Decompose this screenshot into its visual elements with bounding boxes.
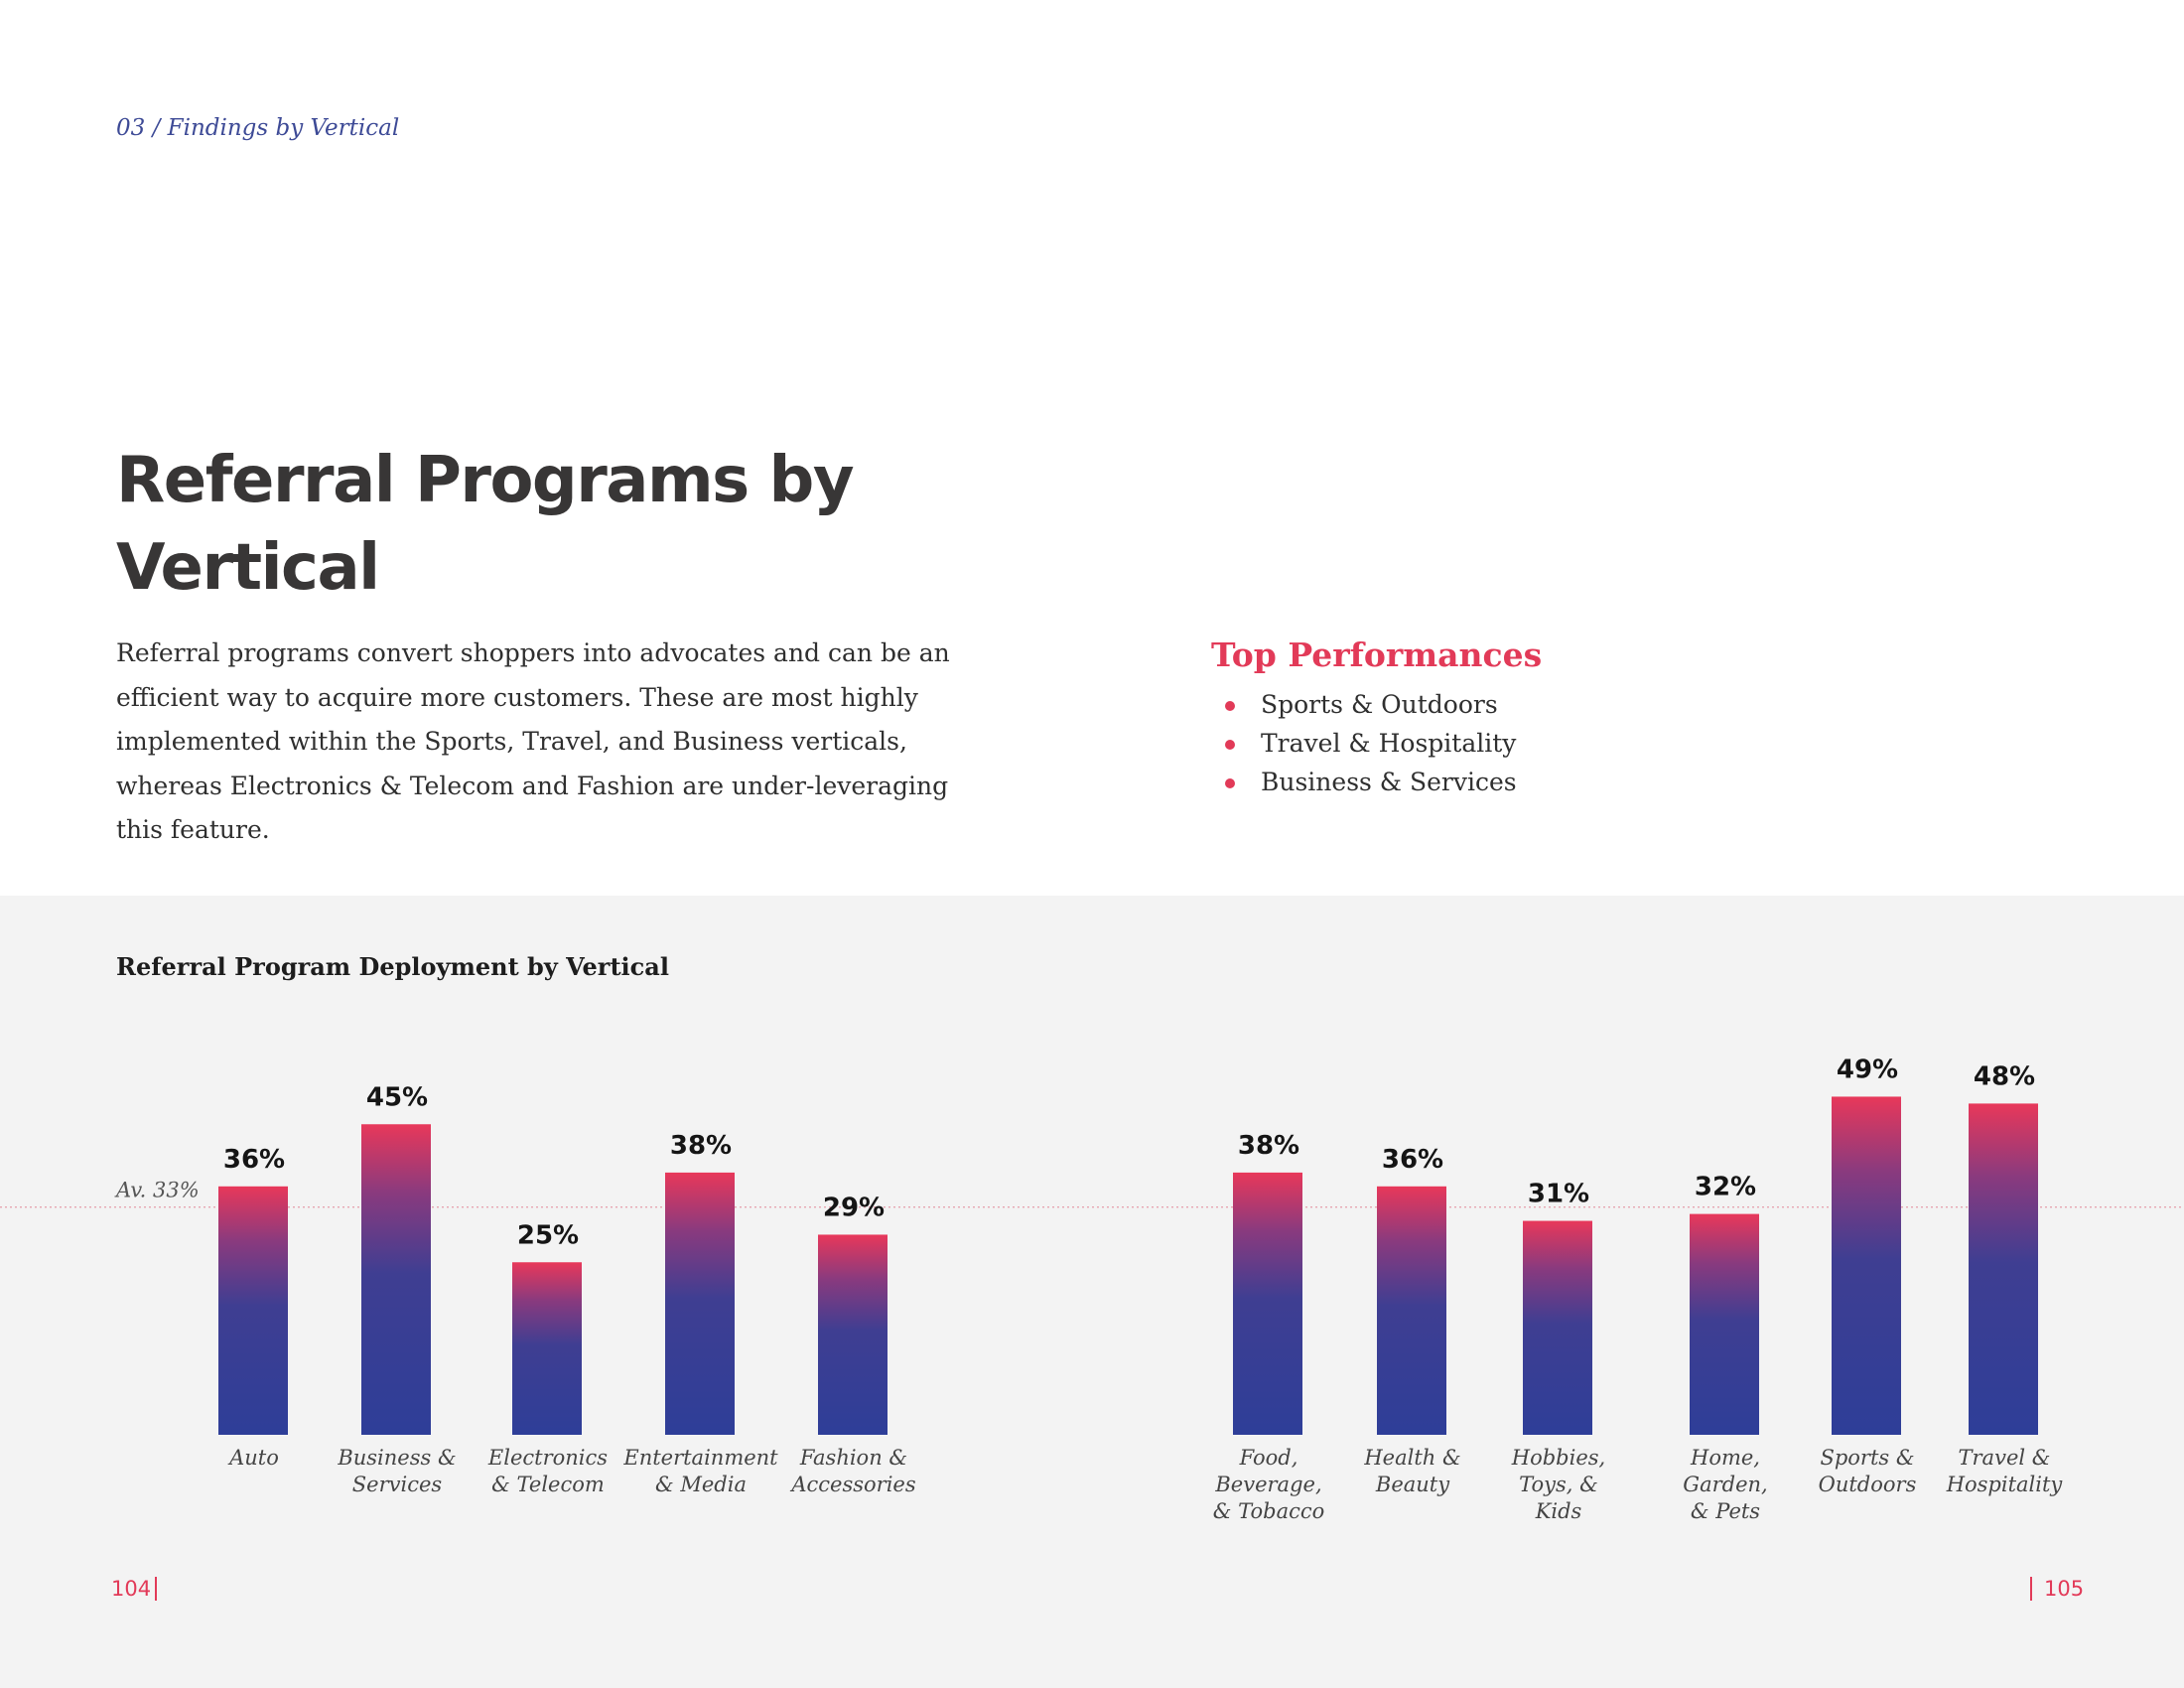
top-performance-label: Travel & Hospitality <box>1261 729 1517 758</box>
category-label: Food, <box>1239 1446 1298 1470</box>
chart-content: Av. 33% 36% Auto 45% Business & Services 25% El… <box>0 1055 2184 1523</box>
bar <box>1377 1186 1446 1435</box>
category-label: Auto <box>227 1446 279 1470</box>
page-title-line-2: Vertical <box>116 531 380 605</box>
bar-value-label: 25% <box>517 1220 579 1250</box>
bar <box>361 1124 431 1435</box>
bullet-icon <box>1225 778 1235 788</box>
top-performance-label: Sports & Outdoors <box>1261 690 1498 719</box>
bar <box>512 1262 582 1435</box>
category-label: Hospitality <box>1946 1473 2064 1496</box>
top-performance-item: Sports & Outdoors <box>1223 685 1517 724</box>
category-label: Services <box>352 1473 443 1496</box>
category-label: Home, <box>1690 1446 1760 1470</box>
footer-divider-right <box>2030 1577 2032 1601</box>
page-number-right: 105 <box>2044 1577 2085 1601</box>
category-label: Health & <box>1363 1446 1460 1470</box>
bar-value-label: 38% <box>670 1131 732 1161</box>
category-label: Outdoors <box>1819 1473 1917 1496</box>
page-number-left: 104 <box>111 1577 152 1601</box>
bar-chart: Av. 33% 36% Auto 45% Business & Services 25% El… <box>0 1055 2184 1523</box>
intro-paragraph: Referral programs convert shoppers into … <box>116 638 950 844</box>
category-label: & Telecom <box>491 1473 605 1496</box>
bar-value-label: 31% <box>1528 1180 1589 1209</box>
category-label: Kids <box>1535 1499 1582 1523</box>
category-label: & Tobacco <box>1213 1499 1325 1523</box>
bar-value-label: 29% <box>823 1193 885 1222</box>
bar-value-label: 32% <box>1695 1173 1756 1202</box>
category-label: Business & <box>337 1446 456 1470</box>
bar-value-label: 49% <box>1837 1055 1898 1084</box>
bar <box>1523 1220 1592 1435</box>
bar-value-label: 36% <box>223 1145 285 1175</box>
category-label: Beverage, <box>1214 1473 1321 1496</box>
category-label: Sports & <box>1820 1446 1914 1470</box>
bar-value-label: 36% <box>1382 1145 1443 1175</box>
page-title-line-1: Referral Programs by <box>116 444 855 517</box>
chart-panel: Referral Program Deployment by Vertical … <box>0 896 2184 1688</box>
top-performances-heading: Top Performances <box>1211 635 1543 674</box>
bar <box>818 1234 887 1435</box>
category-label: & Media <box>655 1473 747 1496</box>
top-performances-list: Sports & Outdoors Travel & Hospitality B… <box>1223 685 1517 801</box>
bar <box>1690 1213 1759 1435</box>
category-label: Fashion & <box>799 1446 907 1470</box>
bar <box>1832 1096 1901 1435</box>
category-label: Accessories <box>789 1473 915 1496</box>
page-title: Referral Programs by Vertical <box>116 437 910 612</box>
bar-value-label: 48% <box>1974 1061 2035 1091</box>
bullet-icon <box>1225 740 1235 750</box>
category-label: Travel & <box>1959 1446 2051 1470</box>
bar-value-label: 38% <box>1238 1131 1299 1161</box>
category-label: & Pets <box>1691 1499 1760 1523</box>
top-performance-item: Business & Services <box>1223 763 1517 801</box>
category-label: Electronics <box>487 1446 608 1470</box>
bar <box>1233 1172 1302 1435</box>
category-label: Toys, & <box>1519 1473 1598 1496</box>
category-label: Hobbies, <box>1511 1446 1605 1470</box>
top-performance-label: Business & Services <box>1261 768 1517 796</box>
footer-divider-left <box>155 1577 157 1601</box>
bar <box>218 1186 288 1435</box>
bar <box>1969 1103 2038 1435</box>
bar-value-label: 45% <box>366 1082 428 1112</box>
bullet-icon <box>1225 701 1235 711</box>
top-performance-item: Travel & Hospitality <box>1223 724 1517 763</box>
category-label: Entertainment <box>622 1446 778 1470</box>
chart-title: Referral Program Deployment by Vertical <box>116 952 669 981</box>
bar <box>665 1172 735 1435</box>
average-label: Av. 33% <box>114 1179 200 1202</box>
breadcrumb: 03 / Findings by Vertical <box>116 115 400 141</box>
category-label: Garden, <box>1683 1473 1767 1496</box>
category-label: Beauty <box>1375 1473 1450 1496</box>
